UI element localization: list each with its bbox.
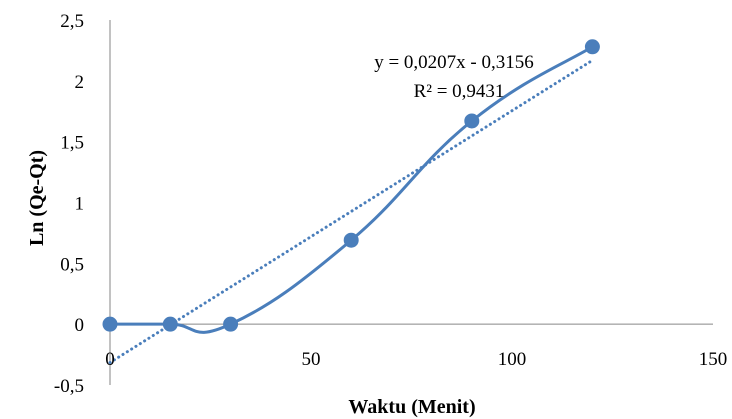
x-tick-label: 150	[699, 349, 728, 370]
y-tick-label: -0,5	[54, 376, 84, 397]
x-tick-label: 0	[105, 349, 115, 370]
y-axis-title: Ln (Qe-Qt)	[26, 150, 48, 246]
equation-annotation: y = 0,0207x - 0,3156	[374, 52, 534, 73]
series-group	[102, 39, 600, 334]
y-tick-label: 2	[75, 72, 85, 93]
data-point	[464, 113, 480, 129]
data-point	[584, 39, 600, 55]
data-point	[102, 316, 118, 332]
y-tick-label: 0,5	[60, 254, 84, 275]
data-point	[162, 316, 178, 332]
r-squared-annotation: R² = 0,9431	[414, 81, 505, 102]
x-axis-title: Waktu (Menit)	[348, 396, 475, 418]
y-tick-label: 1	[75, 194, 85, 215]
trendline-group	[108, 58, 594, 365]
series-line	[110, 45, 594, 334]
y-tick-label: 0	[75, 315, 85, 336]
y-tick-label: 1,5	[60, 133, 84, 154]
axes	[109, 20, 713, 385]
trendline	[108, 58, 594, 365]
data-point	[223, 316, 239, 332]
x-tick-label: 50	[302, 349, 321, 370]
y-tick-label: 2,5	[60, 11, 84, 32]
x-tick-label: 100	[498, 349, 527, 370]
tick-labels: -0,5 0 0,5 1 1,5 2 2,5 0 50 100 150	[54, 11, 727, 397]
data-point	[343, 232, 359, 248]
